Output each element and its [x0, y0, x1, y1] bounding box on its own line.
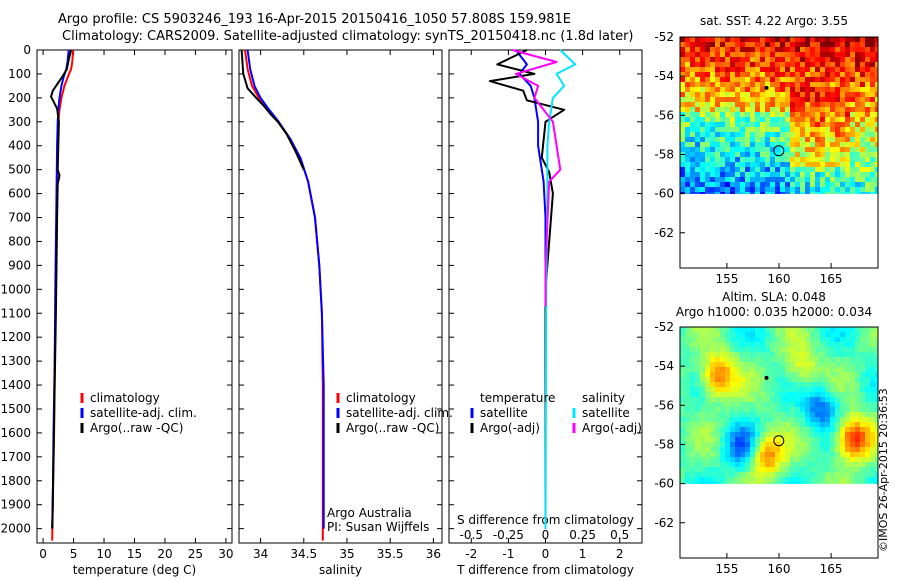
- depth-tick-label: 1100: [0, 306, 31, 320]
- sla-map-ytick-label: -52: [654, 320, 674, 334]
- difference-xlabel: T difference from climatology: [456, 563, 634, 577]
- difference-legend-header-temperature: temperature: [480, 391, 555, 405]
- difference-x2tick-label: -0.5: [460, 528, 483, 542]
- sla-map-xtick-label: 165: [820, 562, 843, 576]
- temperature-xtick-label: 25: [188, 547, 203, 561]
- sla-map-track-dot: [764, 375, 769, 380]
- temperature-xtick-label: 0: [39, 547, 47, 561]
- depth-tick-label: 300: [8, 115, 31, 129]
- sst-map-ytick-label: -62: [654, 226, 674, 240]
- depth-tick-label: 400: [8, 139, 31, 153]
- salinity-xtick-label: 35.5: [377, 547, 404, 561]
- figure-title-line1: Argo profile: CS 5903246_193 16-Apr-2015…: [58, 12, 571, 27]
- sla-map-ytick-label: -56: [654, 398, 674, 412]
- sla-map-heatmap-cells: [680, 327, 879, 484]
- depth-tick-label: 1600: [0, 426, 31, 440]
- temperature-xtick-label: 30: [218, 547, 233, 561]
- depth-tick-label: 800: [8, 234, 31, 248]
- salinity-xlabel: salinity: [319, 563, 362, 577]
- difference-x2tick-label: 0.5: [610, 528, 629, 542]
- sst-map-argo-position-marker: [773, 145, 785, 157]
- difference-x2tick-label: 0: [542, 528, 550, 542]
- depth-tick-label: 2000: [0, 522, 31, 536]
- depth-tick-label: 1200: [0, 330, 31, 344]
- sst-map-ytick-label: -54: [654, 69, 674, 83]
- depth-tick-label: 1300: [0, 354, 31, 368]
- difference-legend-header-salinity: salinity: [582, 391, 625, 405]
- salinity-legend-label: Argo(..raw -QC): [346, 421, 439, 435]
- difference-x2tick-label: 0.25: [569, 528, 596, 542]
- depth-tick-label: 1000: [0, 282, 31, 296]
- sst-map-xtick-label: 160: [768, 272, 791, 286]
- depth-tick-label: 900: [8, 258, 31, 272]
- sla-map-argo-position-marker: [773, 435, 785, 447]
- temperature-xtick-label: 20: [157, 547, 172, 561]
- difference-xtick-label: 0: [542, 547, 550, 561]
- sla-map-ytick-label: -60: [654, 477, 674, 491]
- series-line-salinity-argo-raw-qc-: [240, 49, 305, 171]
- series-line-difference-salinity-argo-adj-: [511, 49, 562, 307]
- difference-legend-label: satellite: [582, 406, 630, 420]
- salinity-xtick-label: 36: [426, 547, 441, 561]
- depth-tick-label: 600: [8, 187, 31, 201]
- difference-xtick-label: 1: [579, 547, 587, 561]
- salinity-legend-label: climatology: [346, 391, 416, 405]
- difference-xtick-label: -2: [465, 547, 477, 561]
- difference-x2tick-label: -0.25: [493, 528, 524, 542]
- depth-tick-label: 1900: [0, 498, 31, 512]
- series-line-salinity-satellite-adj-clim-: [246, 49, 325, 529]
- depth-tick-label: 700: [8, 211, 31, 225]
- difference-xtick-label: 2: [616, 547, 624, 561]
- depth-tick-label: 1500: [0, 402, 31, 416]
- temperature-legend-label: Argo(..raw -QC): [90, 421, 183, 435]
- sst-map-track-dot: [764, 85, 769, 90]
- temperature-legend-label: climatology: [90, 391, 160, 405]
- salinity-xtick-label: 35: [339, 547, 354, 561]
- sst-map-xtick-label: 155: [715, 272, 738, 286]
- sst-map-xtick-label: 165: [820, 272, 843, 286]
- temperature-xtick-label: 15: [127, 547, 142, 561]
- difference-xtick-label: -1: [502, 547, 514, 561]
- temperature-xtick-label: 10: [96, 547, 111, 561]
- salinity-axes-box: [238, 49, 443, 544]
- sst-map-heatmap-cells: [680, 37, 879, 194]
- sla-map-ytick-label: -62: [654, 516, 674, 530]
- pi-annotation: PI: Susan Wijffels: [327, 520, 429, 534]
- sla-map-xtick-label: 160: [768, 562, 791, 576]
- temperature-legend-label: satellite-adj. clim.: [90, 406, 197, 420]
- sla-map-title-line2: Argo h1000: 0.035 h2000: 0.034: [676, 305, 872, 319]
- sst-map-ytick-label: -60: [654, 187, 674, 201]
- series-line-difference-temperature-argo-adj-: [488, 49, 566, 529]
- depth-tick-label: 1400: [0, 378, 31, 392]
- difference-legend-label: Argo(-adj): [582, 421, 642, 435]
- salinity-legend-label: satellite-adj. clim.: [346, 406, 453, 420]
- depth-tick-label: 1700: [0, 450, 31, 464]
- series-line-temperature-argo-raw-qc-: [50, 49, 73, 529]
- difference-legend-label: Argo(-adj): [480, 421, 540, 435]
- depth-tick-label: 100: [8, 67, 31, 81]
- sst-map-ytick-label: -56: [654, 108, 674, 122]
- sla-map-ytick-label: -58: [654, 437, 674, 451]
- depth-tick-label: 500: [8, 163, 31, 177]
- depth-tick-label: 1800: [0, 474, 31, 488]
- sla-map-xtick-label: 155: [715, 562, 738, 576]
- figure-title-line2: Climatology: CARS2009. Satellite-adjuste…: [62, 29, 634, 44]
- sla-map-title-line1: Altim. SLA: 0.048: [722, 290, 826, 304]
- salinity-xtick-label: 34: [253, 547, 268, 561]
- depth-tick-label: 0: [23, 43, 31, 57]
- temperature-xtick-label: 5: [70, 547, 78, 561]
- depth-tick-label: 200: [8, 91, 31, 105]
- salinity-xtick-label: 34.5: [290, 547, 317, 561]
- sst-map-title: sat. SST: 4.22 Argo: 3.55: [700, 14, 848, 28]
- sla-map-ytick-label: -54: [654, 359, 674, 373]
- difference-legend-label: satellite: [480, 406, 528, 420]
- sst-map-ytick-label: -58: [654, 147, 674, 161]
- sst-map-ytick-label: -52: [654, 30, 674, 44]
- argo-australia-annotation: Argo Australia: [327, 506, 412, 520]
- temperature-xlabel: temperature (deg C): [73, 563, 196, 577]
- temperature-axes-box: [36, 49, 233, 544]
